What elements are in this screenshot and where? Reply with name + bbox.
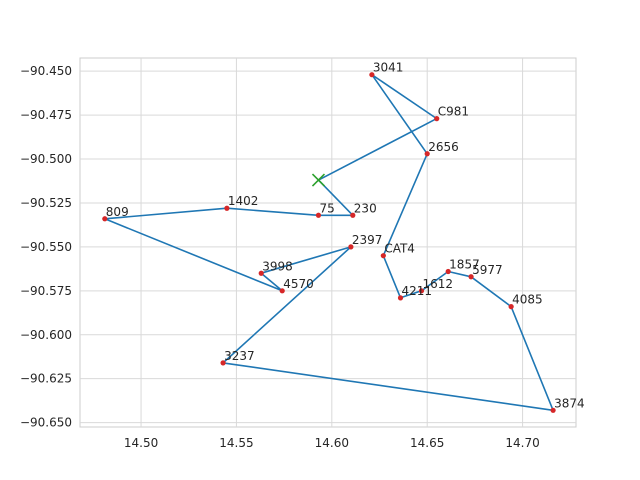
route-path <box>104 73 554 412</box>
point-label: 1402 <box>228 194 259 208</box>
route-line <box>104 73 554 412</box>
y-axis-ticks: −90.450 −90.475 −90.500 −90.525 −90.550 −90.5… <box>20 64 72 429</box>
point-label: 230 <box>354 201 377 215</box>
point-label: 5977 <box>472 263 503 277</box>
route-point <box>508 304 514 310</box>
route-point <box>424 151 430 157</box>
point-label: 3041 <box>373 61 404 75</box>
point-label: 4085 <box>512 293 543 307</box>
point-label: 75 <box>319 201 334 215</box>
route-point <box>258 270 264 276</box>
route-point <box>220 360 226 366</box>
route-point <box>550 407 556 413</box>
y-tick-label: −90.500 <box>20 152 72 166</box>
point-label: C981 <box>438 105 469 119</box>
route-point <box>224 205 230 211</box>
y-tick-label: −90.450 <box>20 64 72 78</box>
route-point <box>369 72 375 78</box>
route-point <box>350 212 356 218</box>
point-label: 4570 <box>283 277 314 291</box>
point-label: 2397 <box>352 233 383 247</box>
point-label: 1857 <box>449 257 480 271</box>
x-tick-label: 14.60 <box>315 436 349 450</box>
route-point <box>468 274 474 280</box>
x-tick-label: 14.65 <box>410 436 444 450</box>
route-point <box>348 244 354 250</box>
start-marker <box>311 173 326 187</box>
x-tick-label: 14.50 <box>124 436 158 450</box>
route-point <box>445 268 451 275</box>
point-label: 1612 <box>422 277 453 291</box>
route-point <box>434 116 440 122</box>
y-tick-label: −90.650 <box>20 416 72 430</box>
route-point <box>418 288 425 294</box>
x-tick-label: 14.55 <box>219 436 253 450</box>
plot-area <box>79 57 577 428</box>
point-label: 3874 <box>554 396 585 410</box>
y-tick-label: −90.550 <box>20 240 72 254</box>
point-labels: 230 75 1402 809 4570 3998 2397 3237 3874 4085 5977… <box>106 61 585 411</box>
route-point <box>279 288 285 294</box>
y-tick-label: −90.475 <box>20 108 72 122</box>
y-tick-label: −90.600 <box>20 328 72 342</box>
point-label: 3237 <box>224 349 255 363</box>
start-marker-stroke <box>311 173 326 187</box>
y-tick-label: −90.525 <box>20 196 72 210</box>
x-tick-label: 14.70 <box>505 436 539 450</box>
route-point <box>315 212 322 218</box>
route-point <box>102 216 108 222</box>
point-label: 4211 <box>401 284 432 298</box>
x-axis-ticks: 14.50 14.55 14.60 14.65 14.70 <box>124 436 540 450</box>
point-label: 809 <box>106 205 129 219</box>
route-point <box>380 253 386 259</box>
point-label: 2656 <box>428 140 459 154</box>
point-label: CAT4 <box>384 242 415 256</box>
y-tick-label: −90.625 <box>20 372 72 386</box>
point-label: 3998 <box>262 259 293 273</box>
y-tick-label: −90.575 <box>20 284 72 298</box>
route-point <box>397 295 404 301</box>
route-points <box>102 72 556 413</box>
